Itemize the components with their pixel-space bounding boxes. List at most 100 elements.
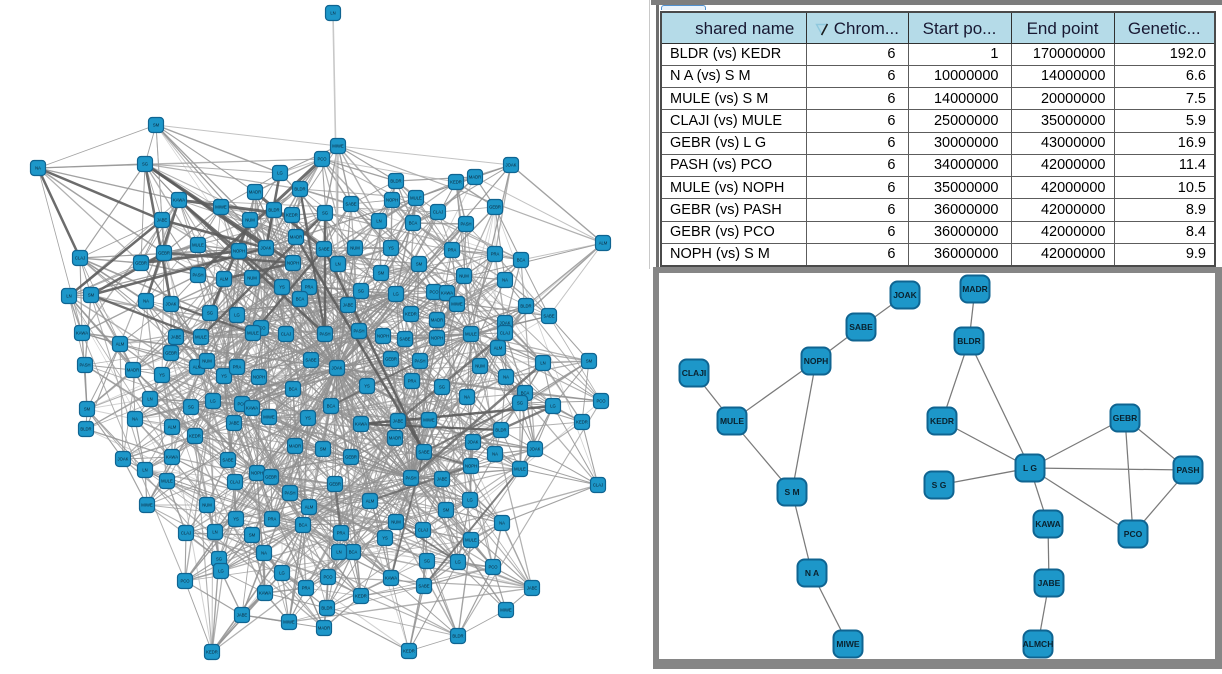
- svg-text:KEDR: KEDR: [286, 213, 298, 218]
- svg-text:GEBR: GEBR: [489, 205, 501, 210]
- svg-text:NA: NA: [499, 521, 505, 526]
- svg-text:KAWA: KAWA: [385, 576, 397, 581]
- svg-text:PASH: PASH: [414, 359, 425, 364]
- svg-text:MADR: MADR: [290, 235, 302, 240]
- svg-text:NUM: NUM: [202, 503, 212, 508]
- svg-text:GEBR: GEBR: [345, 455, 357, 460]
- svg-text:MULE: MULE: [720, 416, 744, 426]
- svg-text:BLDR: BLDR: [268, 208, 279, 213]
- svg-text:MULE: MULE: [192, 243, 204, 248]
- svg-text:PRA: PRA: [233, 365, 242, 370]
- svg-text:LG: LG: [550, 404, 556, 409]
- svg-text:MULE: MULE: [195, 335, 207, 340]
- svg-text:PASH: PASH: [192, 273, 203, 278]
- svg-text:BLDR: BLDR: [80, 427, 91, 432]
- svg-text:LG: LG: [218, 569, 224, 574]
- svg-text:JOAK: JOAK: [332, 366, 343, 371]
- svg-text:YS: YS: [382, 536, 388, 541]
- svg-text:PCO: PCO: [596, 399, 606, 404]
- svg-text:SABE: SABE: [849, 322, 873, 332]
- svg-text:NOPH: NOPH: [386, 198, 398, 203]
- svg-text:PCO: PCO: [237, 402, 247, 407]
- svg-text:NOPH: NOPH: [431, 336, 443, 341]
- svg-text:CLAJ: CLAJ: [433, 210, 443, 215]
- svg-text:MULE: MULE: [465, 332, 477, 337]
- svg-text:KAWA: KAWA: [259, 591, 271, 596]
- svg-text:BCA: BCA: [327, 404, 336, 409]
- svg-text:KAWA: KAWA: [1035, 519, 1061, 529]
- svg-text:L G: L G: [1023, 463, 1037, 473]
- svg-text:MIWE: MIWE: [500, 608, 512, 613]
- svg-text:MULE: MULE: [514, 467, 526, 472]
- svg-text:LN: LN: [330, 11, 335, 16]
- svg-text:SG: SG: [207, 311, 213, 316]
- svg-text:ALM: ALM: [599, 241, 608, 246]
- svg-text:PASH: PASH: [319, 332, 330, 337]
- svg-text:SM: SM: [378, 271, 385, 276]
- svg-text:SG: SG: [216, 557, 222, 562]
- svg-text:PRA: PRA: [337, 531, 346, 536]
- svg-text:LG: LG: [279, 571, 285, 576]
- svg-text:KEDR: KEDR: [355, 594, 367, 599]
- svg-text:BLDR: BLDR: [520, 304, 531, 309]
- svg-text:MIWE: MIWE: [263, 415, 275, 420]
- svg-text:PRA: PRA: [408, 379, 417, 384]
- svg-text:SABE: SABE: [543, 314, 554, 319]
- svg-text:JABE: JABE: [437, 477, 448, 482]
- svg-text:LN: LN: [540, 361, 545, 366]
- svg-text:MADR: MADR: [431, 318, 443, 323]
- svg-text:LN: LN: [66, 294, 71, 299]
- svg-text:NUM: NUM: [475, 364, 485, 369]
- svg-text:NOPH: NOPH: [251, 471, 263, 476]
- svg-text:BCA: BCA: [289, 387, 298, 392]
- svg-text:JABE: JABE: [171, 335, 182, 340]
- svg-text:NOPH: NOPH: [465, 464, 477, 469]
- svg-text:MULE: MULE: [161, 479, 173, 484]
- svg-text:CLAJ: CLAJ: [281, 332, 291, 337]
- svg-text:ALM: ALM: [193, 365, 202, 370]
- svg-text:PASH: PASH: [284, 491, 295, 496]
- svg-text:SABE: SABE: [418, 450, 429, 455]
- svg-text:BCA: BCA: [409, 221, 418, 226]
- svg-text:ALM: ALM: [366, 499, 375, 504]
- svg-text:KEDR: KEDR: [930, 416, 954, 426]
- svg-text:BLDR: BLDR: [452, 634, 463, 639]
- svg-text:PASH: PASH: [79, 363, 90, 368]
- svg-text:LN: LN: [376, 219, 381, 224]
- svg-text:SG: SG: [358, 289, 364, 294]
- svg-text:YS: YS: [233, 517, 239, 522]
- svg-text:JABE: JABE: [229, 421, 240, 426]
- svg-text:SM: SM: [320, 447, 327, 452]
- svg-text:LG: LG: [467, 498, 473, 503]
- svg-text:GEBR: GEBR: [135, 261, 147, 266]
- svg-text:CLAJ: CLAJ: [181, 531, 191, 536]
- svg-text:NUM: NUM: [202, 359, 212, 364]
- svg-text:MIWE: MIWE: [283, 620, 295, 625]
- svg-text:SABE: SABE: [399, 337, 410, 342]
- svg-text:YS: YS: [305, 416, 311, 421]
- svg-text:MIWE: MIWE: [451, 302, 463, 307]
- svg-text:SG: SG: [322, 211, 328, 216]
- svg-text:JABE: JABE: [157, 218, 168, 223]
- svg-text:SM: SM: [84, 407, 91, 412]
- svg-text:PASH: PASH: [1177, 465, 1200, 475]
- svg-text:BCA: BCA: [299, 523, 308, 528]
- svg-text:NOPH: NOPH: [377, 334, 389, 339]
- svg-text:KEDR: KEDR: [189, 434, 201, 439]
- svg-text:YS: YS: [364, 384, 370, 389]
- svg-text:MULE: MULE: [410, 196, 422, 201]
- svg-text:LG: LG: [393, 292, 399, 297]
- svg-text:PRA: PRA: [448, 248, 457, 253]
- svg-text:CLAJ: CLAJ: [230, 480, 240, 485]
- svg-text:NA: NA: [502, 278, 508, 283]
- svg-text:NA: NA: [143, 299, 149, 304]
- svg-text:SM: SM: [249, 533, 256, 538]
- svg-text:NUM: NUM: [247, 276, 257, 281]
- svg-text:GEBR: GEBR: [385, 357, 397, 362]
- svg-text:MIWE: MIWE: [215, 205, 227, 210]
- svg-text:SG: SG: [517, 401, 523, 406]
- svg-text:PRA: PRA: [305, 285, 314, 290]
- svg-text:PASH: PASH: [460, 222, 471, 227]
- svg-text:BCA: BCA: [296, 297, 305, 302]
- svg-text:JOAK: JOAK: [500, 321, 511, 326]
